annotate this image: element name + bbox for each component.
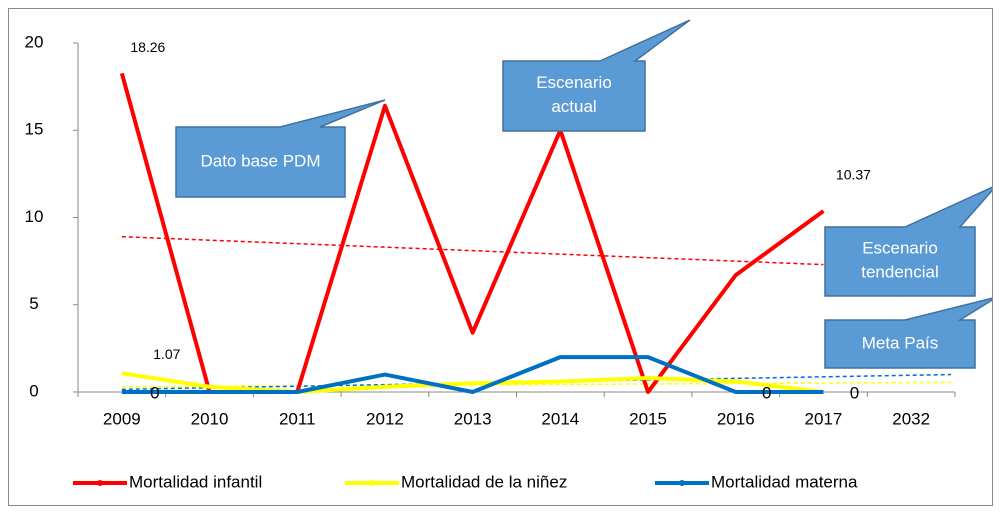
callout: Escenario actual [502, 19, 691, 132]
callout-text: Dato base PDM [201, 151, 321, 170]
data-label: 18.26 [130, 39, 165, 55]
callout-text: Meta País [862, 333, 939, 352]
legend-label: Mortalidad de la niñez [401, 472, 567, 491]
y-tick-label: 10 [25, 207, 44, 226]
data-label: 0 [150, 383, 159, 402]
data-label: 1.07 [153, 346, 180, 362]
data-label: 0 [850, 383, 859, 402]
callout-box [175, 99, 386, 198]
trend-line [121, 381, 952, 388]
callout-box [502, 19, 691, 132]
x-tick-label: 2016 [717, 409, 755, 428]
series-line [121, 355, 824, 394]
callout: Meta País [824, 296, 998, 369]
y-tick-label: 5 [29, 294, 38, 313]
legend-marker [679, 480, 685, 486]
y-tick-label: 15 [25, 120, 44, 139]
x-tick-label: 2032 [892, 409, 930, 428]
legend-marker [97, 480, 103, 486]
y-tick-label: 20 [25, 32, 44, 51]
data-label: 0 [762, 383, 771, 402]
x-tick-label: 2013 [454, 409, 492, 428]
trend-line [121, 235, 824, 266]
callout-text: Escenario tendencial [861, 239, 939, 282]
legend-label: Mortalidad materna [711, 472, 858, 491]
callout-text: Escenario actual [536, 73, 612, 116]
x-tick-label: 2009 [103, 409, 141, 428]
legend-label: Mortalidad infantil [129, 472, 262, 491]
x-tick-label: 2012 [366, 409, 404, 428]
callout: Escenario tendencial [824, 184, 998, 297]
y-tick-label: 0 [29, 381, 38, 400]
edge [993, 0, 1002, 514]
data-label: 10.37 [836, 167, 871, 183]
x-tick-label: 2014 [541, 409, 579, 428]
callout-box [824, 296, 998, 369]
x-tick-label: 2010 [191, 409, 229, 428]
x-tick-label: 2011 [279, 409, 316, 428]
callout: Dato base PDM [175, 99, 386, 198]
legend-marker [369, 480, 375, 486]
x-tick-label: 2017 [805, 409, 843, 428]
x-tick-label: 2015 [629, 409, 667, 428]
callout-box [824, 184, 998, 297]
